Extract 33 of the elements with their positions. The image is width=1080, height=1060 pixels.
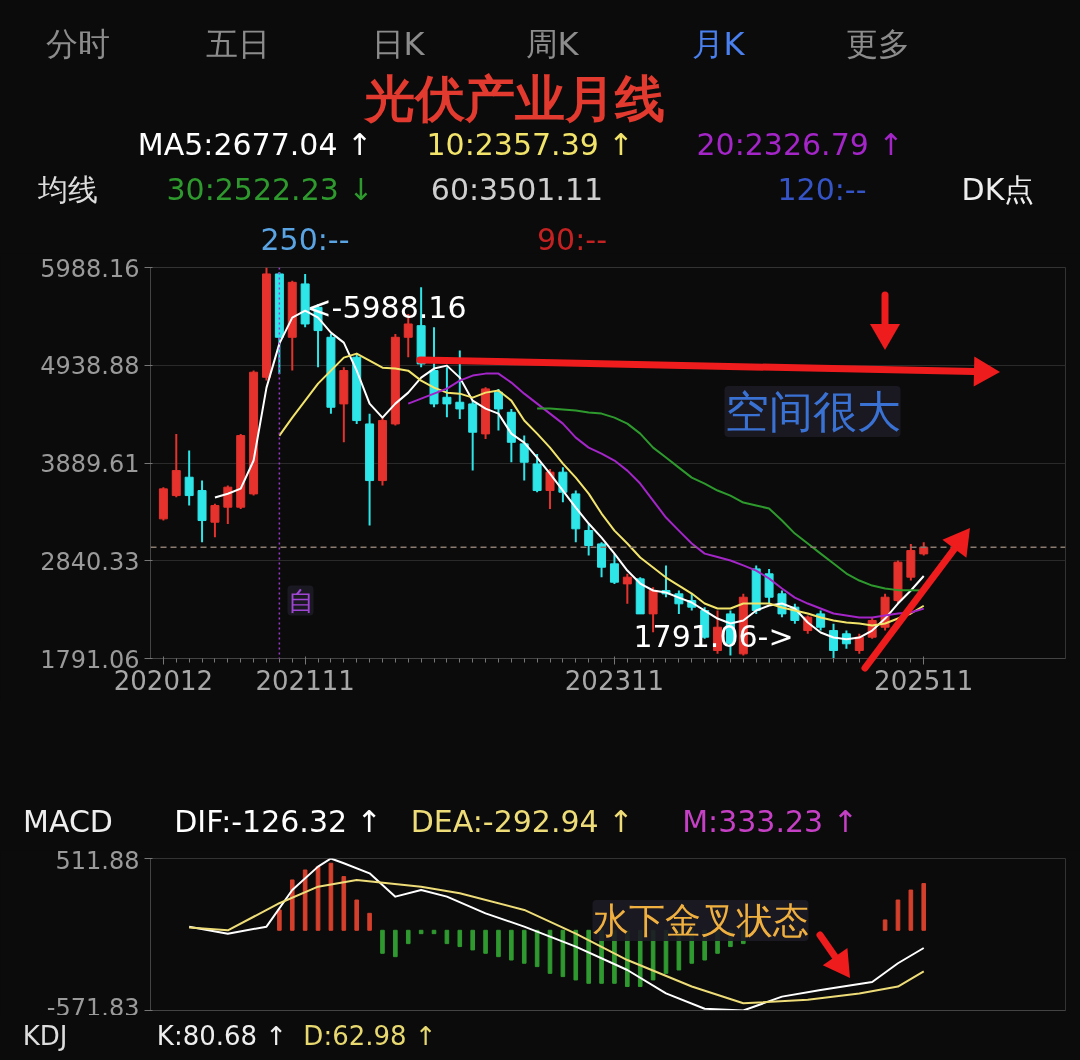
text: 分时 <box>46 24 110 66</box>
x-tick-label: 202511 <box>874 665 974 696</box>
text: 月K <box>691 24 745 66</box>
y-tick-label: 2840.33 <box>40 547 140 576</box>
text: 日K <box>371 24 425 66</box>
text: 周K <box>525 24 579 66</box>
y-tick-label: 3889.61 <box>40 450 140 478</box>
text: 更多 <box>846 24 910 66</box>
text: 60:3501.11 <box>430 170 604 209</box>
text: MACD <box>23 802 113 841</box>
text: DK点 <box>961 170 1035 209</box>
text: D:62.98 ↑ <box>303 1020 437 1054</box>
text: 五日 <box>206 24 270 66</box>
series-label: DIF:-126.32 ↑ <box>174 802 382 841</box>
y-tick-label: 5988.16 <box>40 254 140 283</box>
text: 250:-- <box>260 220 350 259</box>
text: 90:-- <box>537 220 607 259</box>
text: 20:2326.79 ↑ <box>696 125 904 164</box>
y-tick-label: -571.83 <box>46 993 140 1022</box>
text: K:80.68 ↑ <box>156 1020 288 1054</box>
x-tick-label: 202111 <box>255 665 355 696</box>
y-tick-label: 511.88 <box>55 846 140 875</box>
annotation: 自 <box>287 585 314 616</box>
text: 120:-- <box>777 170 867 209</box>
text: KDJ <box>22 1020 68 1054</box>
series-label: DEA:-292.94 ↑ <box>410 802 634 841</box>
text: M:333.23 ↑ <box>682 802 858 841</box>
annotation: 空间很大 <box>724 386 901 437</box>
y-tick-label: 4938.88 <box>40 352 140 381</box>
x-tick-label: 202311 <box>564 665 665 696</box>
annotation: 水下金叉状态 <box>592 900 809 941</box>
text: 30:2522.23 ↓ <box>166 170 374 209</box>
text: 均线 <box>38 170 98 209</box>
